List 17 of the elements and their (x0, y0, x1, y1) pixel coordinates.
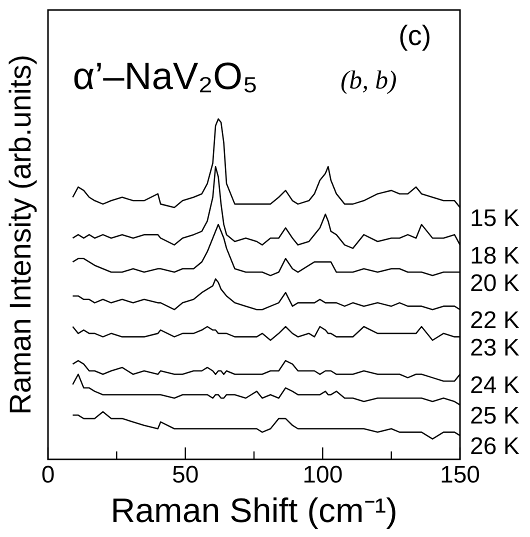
x-axis-title: Raman Shift (cm⁻¹) (110, 492, 398, 530)
series-label: 22 K (470, 307, 520, 334)
text: α’–NaV₂O₅ (72, 56, 258, 98)
x-tick-label: 50 (172, 461, 199, 488)
y-axis-title: Raman Intensity (arb.units) (4, 54, 38, 415)
series-label: 20 K (470, 270, 520, 297)
series-label: 18 K (470, 242, 520, 270)
series-label: 25 K (470, 402, 520, 430)
x-tick-label: 100 (302, 461, 343, 488)
series-label: 15 K (470, 205, 520, 232)
text: (c) (398, 20, 432, 52)
series-label: 26 K (470, 433, 520, 460)
text: (b, b) (340, 65, 397, 94)
x-tick-label: 150 (440, 461, 480, 488)
series-label: 24 K (470, 372, 520, 399)
series-label: 23 K (470, 334, 520, 362)
x-tick-label: 0 (41, 461, 55, 488)
